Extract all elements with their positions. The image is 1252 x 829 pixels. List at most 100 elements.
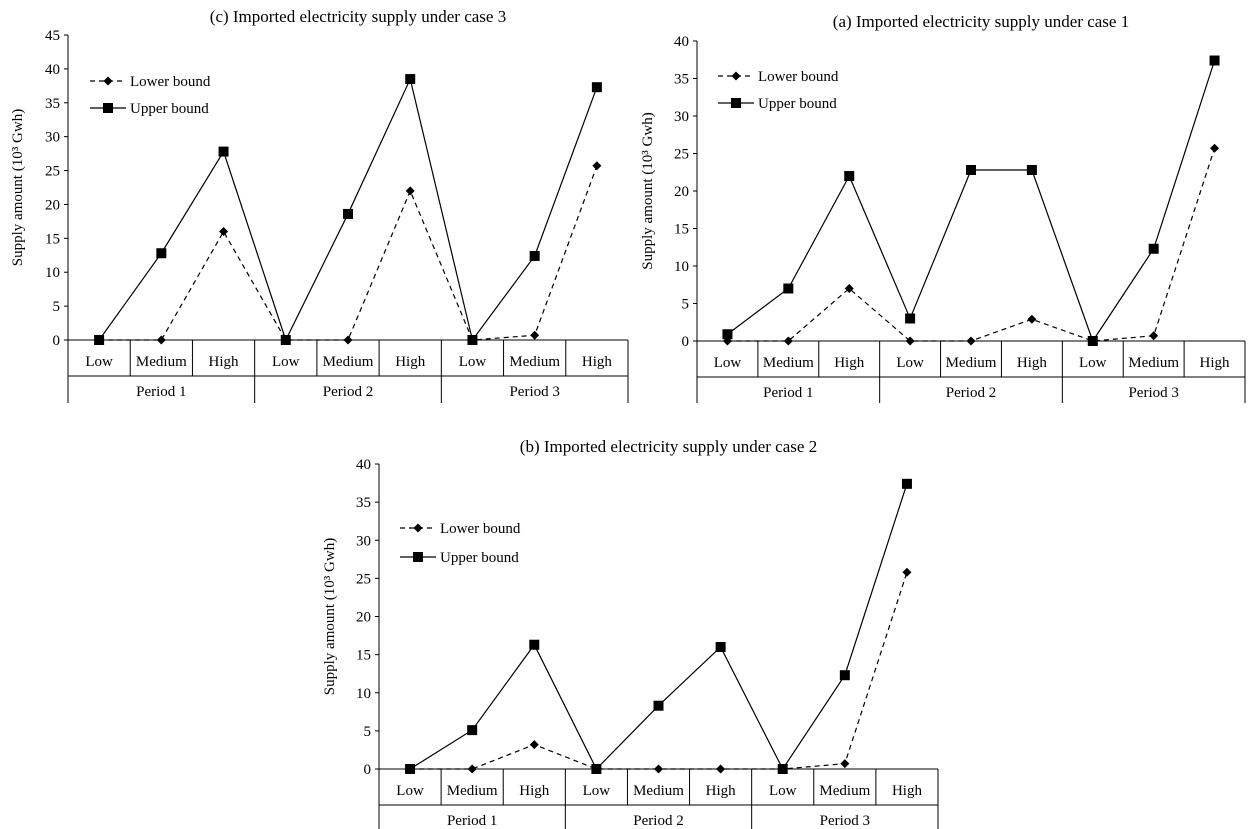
x-category-label-1-5: High (1017, 355, 1048, 371)
y-axis-label-2: Supply amount (10³ Gwh) (322, 538, 338, 695)
marker-lower-2-legend-0 (413, 523, 423, 533)
marker-lower-2-2 (529, 740, 539, 750)
y-tick-label-1-1: 5 (682, 297, 690, 313)
y-tick-label-1-3: 15 (674, 222, 689, 238)
y-tick-label-1-8: 40 (674, 34, 689, 50)
marker-upper-2-3 (591, 764, 602, 774)
marker-lower-1-3 (905, 336, 915, 346)
marker-upper-1-4 (966, 165, 976, 175)
y-tick-label-2-0: 0 (364, 762, 372, 778)
marker-lower-0-2 (219, 227, 229, 237)
marker-lower-1-4 (966, 336, 976, 346)
x-category-label-0-0: Low (85, 354, 113, 370)
x-category-label-2-2: High (519, 783, 550, 799)
x-category-label-2-8: High (892, 783, 923, 799)
marker-upper-0-8 (591, 82, 602, 93)
marker-upper-1-5 (1026, 165, 1037, 175)
marker-lower-1-legend-0 (731, 71, 741, 81)
x-category-label-2-7: Medium (819, 783, 870, 799)
x-category-label-1-3: Low (896, 355, 924, 371)
y-tick-label-0-3: 15 (45, 231, 60, 247)
legend-label-1-1: Upper bound (758, 96, 837, 112)
marker-lower-1-2 (844, 284, 854, 293)
marker-upper-0-3 (280, 335, 291, 345)
x-category-label-1-8: High (1200, 355, 1231, 371)
x-category-label-0-4: Medium (323, 354, 374, 370)
y-tick-label-2-6: 30 (356, 533, 371, 549)
marker-lower-2-7 (840, 759, 850, 769)
chart-title-2: (b) Imported electricity supply under ca… (520, 437, 817, 456)
x-category-label-2-4: Medium (633, 783, 684, 799)
marker-upper-1-3 (905, 313, 916, 324)
x-group-label-1-0: Period 1 (763, 385, 813, 401)
marker-lower-0-8 (592, 161, 602, 171)
x-category-label-2-6: Low (769, 783, 797, 799)
x-group-label-1-2: Period 3 (1128, 385, 1178, 401)
marker-lower-0-legend-0 (103, 76, 113, 86)
marker-lower-1-8 (1210, 143, 1220, 153)
marker-upper-1-0 (722, 329, 733, 340)
marker-lower-2-5 (716, 764, 726, 774)
x-category-label-0-2: High (209, 354, 240, 370)
series-line-lower-1 (727, 148, 1216, 342)
marker-upper-2-8 (901, 478, 912, 489)
marker-upper-2-2 (529, 639, 540, 650)
marker-upper-1-6 (1087, 336, 1098, 346)
marker-upper-1-2 (844, 171, 855, 181)
series-line-lower-0 (99, 165, 598, 341)
marker-upper-0-7 (529, 250, 540, 261)
y-tick-label-1-7: 35 (674, 72, 689, 88)
marker-upper-1-8 (1209, 55, 1220, 66)
chart-title-1: (a) Imported electricity supply under ca… (833, 12, 1129, 31)
marker-upper-2-4 (653, 700, 664, 711)
marker-upper-1-legend-1 (731, 98, 741, 108)
x-category-label-0-7: Medium (509, 354, 560, 370)
x-category-label-1-2: High (834, 355, 865, 371)
marker-upper-0-5 (405, 74, 416, 85)
y-axis-label-0: Supply amount (10³ Gwh) (10, 109, 26, 266)
legend-label-2-1: Upper bound (440, 550, 519, 566)
legend-label-2-0: Lower bound (440, 521, 521, 537)
y-tick-label-0-2: 10 (45, 265, 60, 281)
marker-upper-2-1 (467, 725, 478, 736)
legend-label-0-1: Upper bound (130, 101, 209, 117)
y-tick-label-2-4: 20 (356, 610, 371, 626)
marker-upper-2-legend-1 (413, 552, 423, 562)
y-tick-label-0-9: 45 (45, 28, 60, 44)
x-category-label-2-0: Low (396, 783, 424, 799)
marker-upper-1-7 (1148, 243, 1159, 254)
legend-label-1-0: Lower bound (758, 69, 839, 85)
y-tick-label-0-7: 35 (45, 96, 60, 112)
x-category-label-1-6: Low (1079, 355, 1107, 371)
y-tick-label-2-5: 25 (356, 571, 371, 587)
x-group-label-2-0: Period 1 (447, 813, 497, 829)
y-tick-label-0-6: 30 (45, 130, 60, 146)
marker-lower-1-7 (1149, 331, 1159, 341)
marker-upper-0-4 (343, 208, 353, 219)
x-category-label-0-5: High (395, 354, 426, 370)
y-tick-label-2-7: 35 (356, 495, 371, 511)
y-tick-label-2-8: 40 (356, 457, 371, 473)
chart-panel-2: (b) Imported electricity supply under ca… (322, 437, 939, 829)
y-tick-label-2-2: 10 (356, 686, 371, 702)
y-tick-label-1-0: 0 (682, 334, 690, 350)
x-group-label-0-2: Period 3 (509, 384, 559, 400)
x-group-label-0-1: Period 2 (323, 384, 373, 400)
y-tick-label-1-5: 25 (674, 147, 689, 163)
marker-upper-2-7 (839, 670, 850, 681)
marker-upper-0-2 (218, 146, 229, 157)
x-category-label-0-6: Low (459, 354, 487, 370)
marker-upper-0-0 (94, 335, 105, 345)
y-tick-label-2-3: 15 (356, 648, 371, 664)
y-tick-label-0-5: 25 (45, 164, 60, 180)
marker-upper-2-0 (405, 764, 416, 774)
legend-label-0-0: Lower bound (130, 74, 211, 90)
y-tick-label-1-6: 30 (674, 109, 689, 125)
marker-upper-2-5 (715, 642, 726, 652)
marker-upper-0-1 (156, 248, 167, 259)
y-tick-label-0-4: 20 (45, 197, 60, 213)
x-category-label-2-1: Medium (447, 783, 498, 799)
x-category-label-2-3: Low (583, 783, 611, 799)
marker-lower-0-4 (343, 335, 353, 345)
x-category-label-0-3: Low (272, 354, 300, 370)
